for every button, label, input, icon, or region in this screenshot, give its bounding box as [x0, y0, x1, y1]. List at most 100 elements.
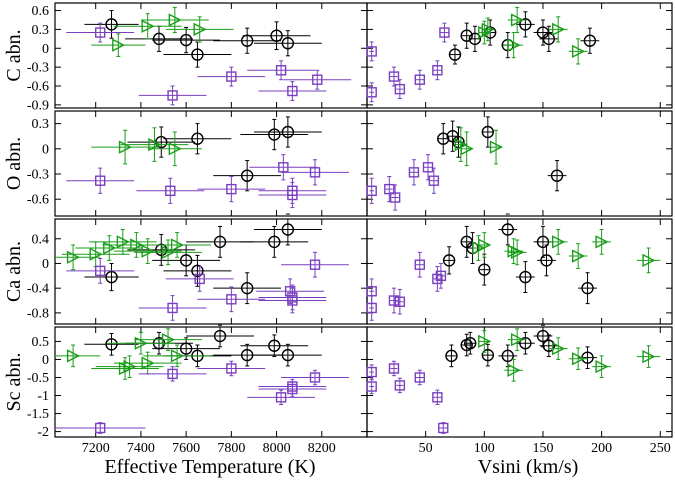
data-point-green_series [642, 253, 656, 268]
data-point-green_series [510, 332, 525, 347]
data-point-purple_series [287, 383, 298, 395]
x-tick-label: 7600 [172, 441, 200, 456]
data-point-black_series [481, 125, 495, 139]
x-tick-label: 8200 [308, 441, 336, 456]
y-axis-title: O abn. [3, 137, 25, 190]
data-point-purple_series [95, 27, 106, 38]
y-tick-label: 0.5 [32, 335, 50, 350]
data-point-purple_series [366, 302, 377, 314]
data-point-black_series [519, 270, 532, 284]
data-point-black_series [179, 33, 193, 47]
data-point-green_series [130, 238, 144, 252]
data-point-green_series [148, 137, 162, 152]
data-point-black_series [519, 18, 532, 31]
data-point-green_series [478, 334, 492, 349]
y-tick-label: 0.3 [32, 23, 50, 38]
panel-1-vsini [366, 110, 673, 217]
data-point-purple_series [432, 65, 443, 76]
data-point-purple_series [309, 167, 321, 178]
data-point-green_series [478, 238, 492, 252]
data-point-green_series [161, 332, 176, 347]
y-axis-title: C abn. [3, 29, 25, 81]
data-point-black_series [550, 169, 564, 182]
data-point-green_series [595, 360, 609, 374]
panel-0-vsini [366, 2, 673, 109]
data-point-green_series [552, 342, 566, 356]
y-tick-label: -0.5 [27, 371, 49, 386]
data-point-green_series [168, 13, 182, 27]
y-tick-label: 0 [42, 353, 49, 368]
data-point-black_series [155, 243, 168, 257]
data-point-black_series [583, 34, 597, 47]
y-tick-label: -0.4 [27, 282, 49, 297]
data-point-green_series [168, 142, 182, 156]
data-point-purple_series [165, 185, 176, 197]
data-point-green_series [510, 245, 525, 259]
y-tick-label: 0 [42, 257, 49, 272]
data-point-purple_series [309, 259, 321, 270]
y-tick-label: 0.3 [32, 117, 50, 132]
data-point-purple_series [366, 185, 377, 197]
data-point-black_series [105, 338, 118, 351]
x-tick-label: 150 [532, 441, 553, 456]
data-point-purple_series [278, 162, 289, 173]
data-point-purple_series [95, 175, 106, 186]
panel-frame [54, 110, 368, 217]
data-point-green_series [161, 245, 176, 259]
data-point-black_series [445, 349, 458, 363]
panel-1-teff [54, 110, 368, 217]
data-point-green_series [571, 352, 586, 366]
panel-3-teff [54, 324, 368, 438]
data-point-green_series [141, 19, 155, 33]
data-point-purple_series [275, 392, 287, 403]
data-point-green_series [134, 336, 148, 350]
x-axis-title-vsini: Vsini (km/s) [478, 456, 579, 478]
data-point-black_series [442, 254, 456, 267]
data-point-purple_series [389, 192, 401, 203]
data-point-purple_series [287, 295, 298, 306]
data-point-green_series [123, 360, 137, 374]
data-point-black_series [481, 348, 495, 362]
data-point-black_series [105, 270, 118, 284]
data-point-purple_series [422, 162, 434, 173]
data-point-black_series [542, 339, 556, 352]
x-tick-label: 7200 [82, 441, 110, 456]
data-point-purple_series [388, 295, 400, 306]
data-point-black_series [268, 128, 281, 141]
data-point-purple_series [394, 380, 406, 391]
data-point-black_series [501, 349, 514, 363]
panel-frame [54, 326, 368, 438]
data-point-green_series [507, 38, 521, 52]
data-point-purple_series [194, 273, 205, 285]
data-point-green_series [141, 244, 155, 258]
data-point-black_series [540, 254, 553, 267]
data-point-black_series [281, 37, 295, 50]
data-point-purple_series [287, 189, 298, 201]
data-point-black_series [281, 348, 295, 362]
data-point-purple_series [287, 85, 298, 97]
data-point-purple_series [414, 372, 425, 383]
y-tick-label: -0.6 [27, 79, 49, 94]
data-point-green_series [112, 38, 126, 52]
data-point-black_series [191, 132, 204, 145]
y-tick-label: -0.3 [27, 61, 49, 76]
data-point-black_series [179, 342, 193, 355]
data-point-purple_series [226, 71, 237, 82]
data-point-black_series [437, 132, 450, 145]
data-point-purple_series [388, 71, 400, 82]
data-point-purple_series [366, 381, 377, 392]
data-point-purple_series [95, 265, 106, 277]
data-point-purple_series [394, 83, 406, 95]
data-point-purple_series [384, 183, 395, 195]
data-point-purple_series [438, 422, 449, 434]
data-point-black_series [213, 329, 227, 343]
data-point-purple_series [439, 27, 450, 38]
y-tick-label: -0.8 [27, 306, 49, 321]
data-point-green_series [460, 142, 474, 156]
data-point-black_series [179, 254, 193, 267]
data-point-purple_series [414, 259, 425, 270]
y-axis-title: Ca abn. [3, 241, 25, 302]
panel-2-teff [54, 213, 368, 325]
data-point-black_series [542, 32, 556, 46]
